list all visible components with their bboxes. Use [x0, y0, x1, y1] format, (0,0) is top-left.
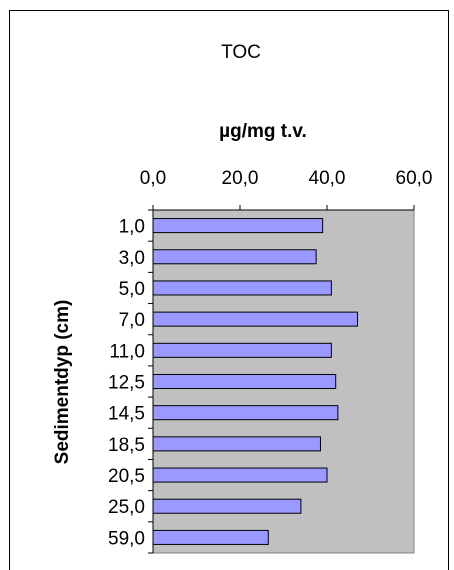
bars — [152, 218, 358, 545]
x-axis: 0,0 20,0 40,0 60,0 — [140, 168, 433, 211]
y-tick-label: 3,0 — [119, 248, 145, 269]
bar — [152, 342, 332, 358]
y-tick-label: 18,5 — [108, 435, 145, 456]
x-tick-label: 20,0 — [222, 168, 259, 189]
y-tick-label: 5,0 — [119, 279, 145, 300]
bar — [152, 467, 328, 483]
bar — [152, 405, 339, 421]
bar — [152, 373, 337, 390]
bar — [152, 249, 317, 265]
y-axis-label: Sedimentdyp (cm) — [52, 300, 73, 465]
x-axis-label: µg/mg t.v. — [219, 121, 307, 142]
x-tick-label: 40,0 — [309, 168, 346, 189]
y-tick-label: 1,0 — [119, 217, 145, 238]
x-tick-label: 0,0 — [140, 168, 166, 189]
y-axis: 1,0 3,0 5,0 7,0 11,0 12,5 14,5 18,5 20,5 25,0 59,0 — [108, 209, 154, 554]
y-tick-label: 25,0 — [108, 497, 145, 518]
chart-frame — [9, 10, 449, 570]
y-tick-label: 7,0 — [119, 310, 145, 331]
x-tick-label: 60,0 — [396, 168, 433, 189]
bar — [152, 436, 321, 452]
y-tick-label: 11,0 — [109, 341, 145, 362]
bar — [152, 498, 302, 514]
bar — [152, 529, 269, 545]
bar — [152, 280, 332, 296]
y-tick-label: 12,5 — [108, 373, 145, 394]
chart-title: TOC — [221, 42, 261, 63]
bar — [152, 218, 324, 234]
y-tick-label: 59,0 — [108, 528, 145, 549]
y-tick-label: 14,5 — [108, 404, 145, 425]
bar — [152, 311, 358, 327]
y-tick-label: 20,5 — [108, 466, 145, 487]
